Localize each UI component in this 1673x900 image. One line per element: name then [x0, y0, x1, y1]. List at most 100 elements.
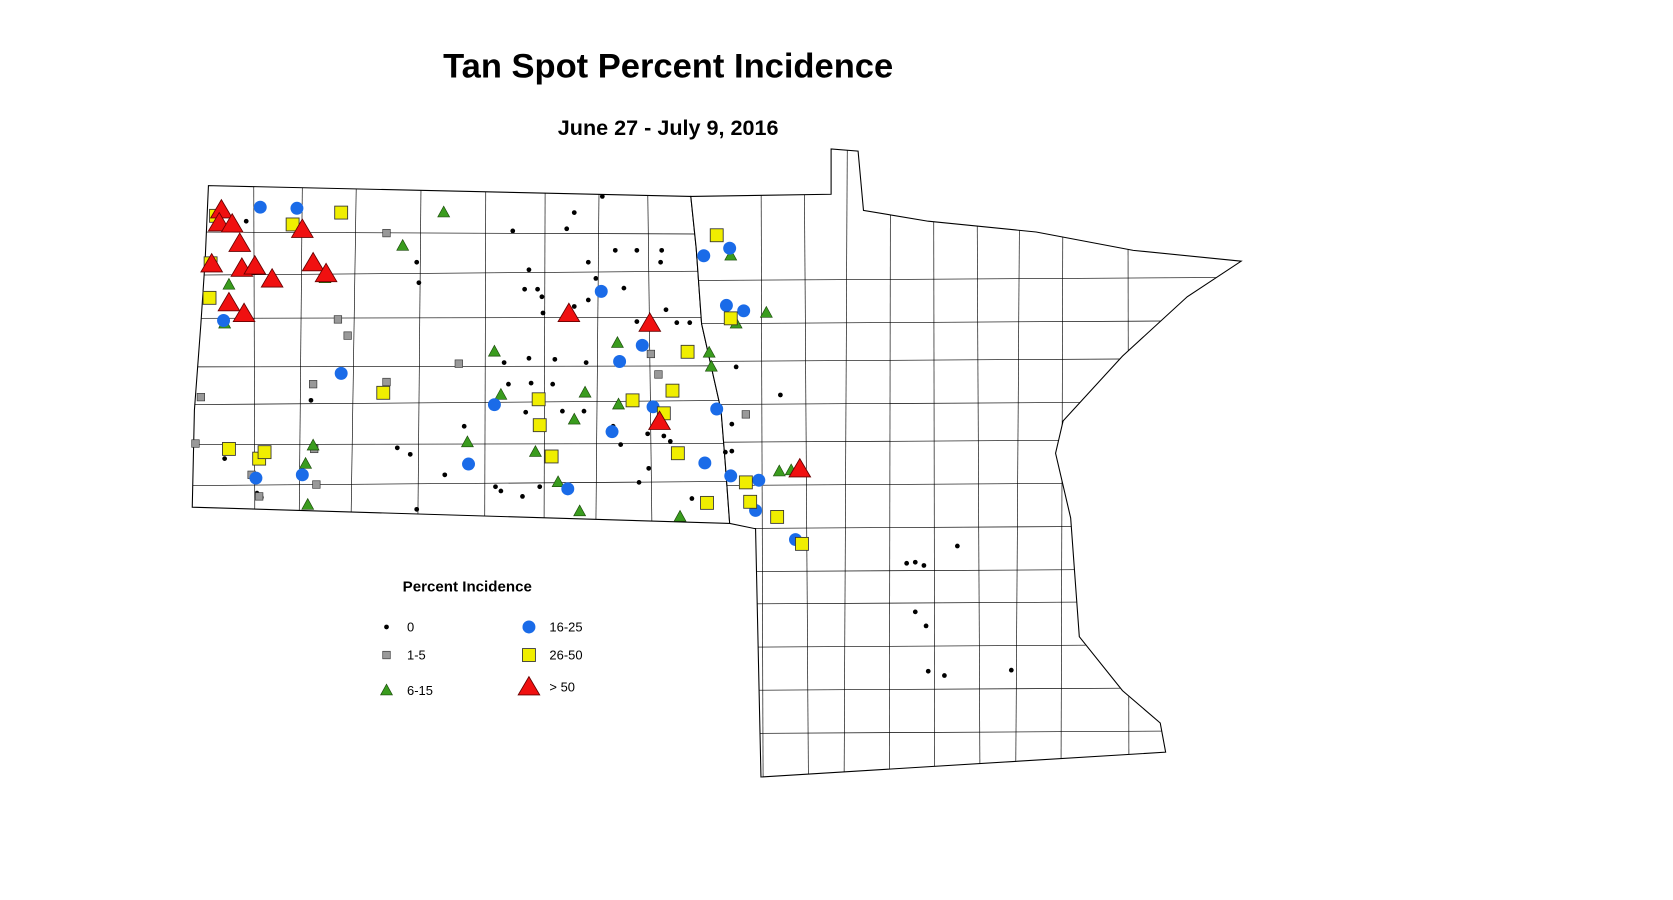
county-line: [933, 148, 936, 777]
site-marker-16-25: [334, 366, 348, 380]
site-marker-0: [634, 319, 640, 324]
site-marker-26-50: [334, 205, 349, 220]
site-marker-16-25: [697, 249, 711, 263]
site-marker-0: [243, 218, 249, 224]
site-marker-0: [526, 267, 532, 273]
site-marker-0: [912, 609, 918, 615]
site-marker-0: [461, 423, 467, 429]
site-marker-26-50: [544, 449, 559, 464]
site-marker-16-25: [737, 304, 751, 318]
site-marker-0: [552, 356, 558, 362]
county-line: [543, 185, 546, 524]
site-marker-6-15: [759, 305, 773, 318]
site-marker-0: [599, 194, 605, 199]
site-marker-1-5: [191, 439, 200, 448]
county-line: [1127, 148, 1130, 777]
map-subtitle: June 27 - July 9, 2016: [558, 115, 779, 140]
site-marker-0: [663, 307, 669, 313]
site-marker-0: [222, 456, 228, 462]
site-marker-26-50: [709, 228, 724, 243]
site-marker-1-5: [312, 480, 321, 489]
site-marker-6-15: [610, 336, 624, 348]
site-marker-0: [522, 286, 528, 292]
site-marker-0: [612, 247, 618, 253]
site-marker-26-50: [531, 392, 546, 407]
site-marker-0: [581, 408, 587, 414]
site-marker-0: [621, 285, 627, 291]
county-line: [350, 185, 357, 524]
site-marker-16-25: [724, 469, 738, 483]
legend-label: 0: [407, 619, 414, 634]
site-marker-6-15: [460, 435, 474, 448]
county-line: [690, 730, 1242, 735]
site-marker-0: [564, 226, 570, 232]
survey-sites: [191, 194, 1014, 678]
legend: Percent Incidence 0 1-5 6-15 16-25 26-50 > 50: [380, 578, 583, 698]
site-marker-0: [646, 465, 652, 471]
site-marker-0: [912, 559, 918, 565]
site-marker-26-50: [795, 536, 809, 551]
legend-label: 26-50: [549, 647, 582, 662]
site-marker-0: [571, 304, 577, 309]
site-marker-6-15: [673, 509, 687, 522]
legend-label: 1-5: [407, 647, 426, 662]
site-marker-0: [618, 442, 624, 447]
site-marker-26-50: [625, 393, 640, 408]
legend-title: Percent Incidence: [403, 578, 532, 595]
site-marker-6-15: [301, 497, 315, 510]
site-marker-0: [540, 310, 546, 316]
site-marker-0: [526, 355, 532, 361]
site-marker-6-15: [306, 438, 320, 451]
site-marker-0: [593, 276, 599, 281]
site-marker-26-50: [665, 383, 680, 398]
site-marker-0: [560, 408, 565, 414]
site-marker-50: [243, 254, 267, 275]
site-marker-0: [493, 484, 498, 490]
site-marker-50: [220, 212, 244, 233]
site-marker-0: [414, 506, 420, 512]
county-line: [690, 277, 1242, 281]
site-marker-0: [925, 668, 931, 674]
site-marker-0: [1008, 667, 1014, 673]
site-marker-1-5: [343, 331, 352, 340]
site-marker-26-50: [700, 495, 714, 510]
county-line: [690, 320, 1242, 325]
county-line: [843, 148, 848, 777]
site-marker-6-15: [380, 683, 393, 696]
site-marker-0: [535, 286, 540, 292]
county-line: [803, 148, 809, 777]
site-marker-6-15: [772, 464, 786, 477]
county-line: [192, 270, 730, 276]
legend-label: 16-25: [549, 619, 582, 634]
site-marker-0: [659, 247, 665, 253]
site-marker-0: [645, 431, 651, 437]
site-marker-1-5: [196, 393, 205, 402]
site-marker-0: [583, 360, 589, 365]
site-marker-16-25: [710, 402, 724, 416]
site-marker-16-25: [487, 398, 501, 412]
site-marker-1-5: [382, 377, 391, 387]
site-marker-0: [394, 445, 400, 451]
site-marker-16-25: [594, 284, 608, 298]
site-marker-6-15: [487, 344, 501, 357]
site-marker-26-50: [738, 475, 753, 490]
site-marker-6-15: [567, 412, 581, 425]
site-marker-0: [550, 381, 556, 387]
site-marker-0: [308, 397, 314, 403]
site-marker-0: [687, 320, 693, 326]
minnesota: [690, 148, 1243, 778]
site-marker-0: [942, 673, 947, 678]
site-marker-1-5: [333, 315, 343, 324]
site-marker-16-25: [613, 355, 627, 368]
county-line: [192, 480, 730, 486]
site-marker-0: [384, 624, 389, 630]
site-marker-50: [232, 302, 256, 323]
site-marker-0: [722, 449, 728, 455]
site-marker-26-50: [202, 290, 217, 305]
site-marker-0: [778, 392, 783, 398]
site-marker-6-15: [578, 385, 592, 398]
site-marker-6-15: [437, 205, 451, 218]
site-marker-50: [290, 218, 314, 238]
